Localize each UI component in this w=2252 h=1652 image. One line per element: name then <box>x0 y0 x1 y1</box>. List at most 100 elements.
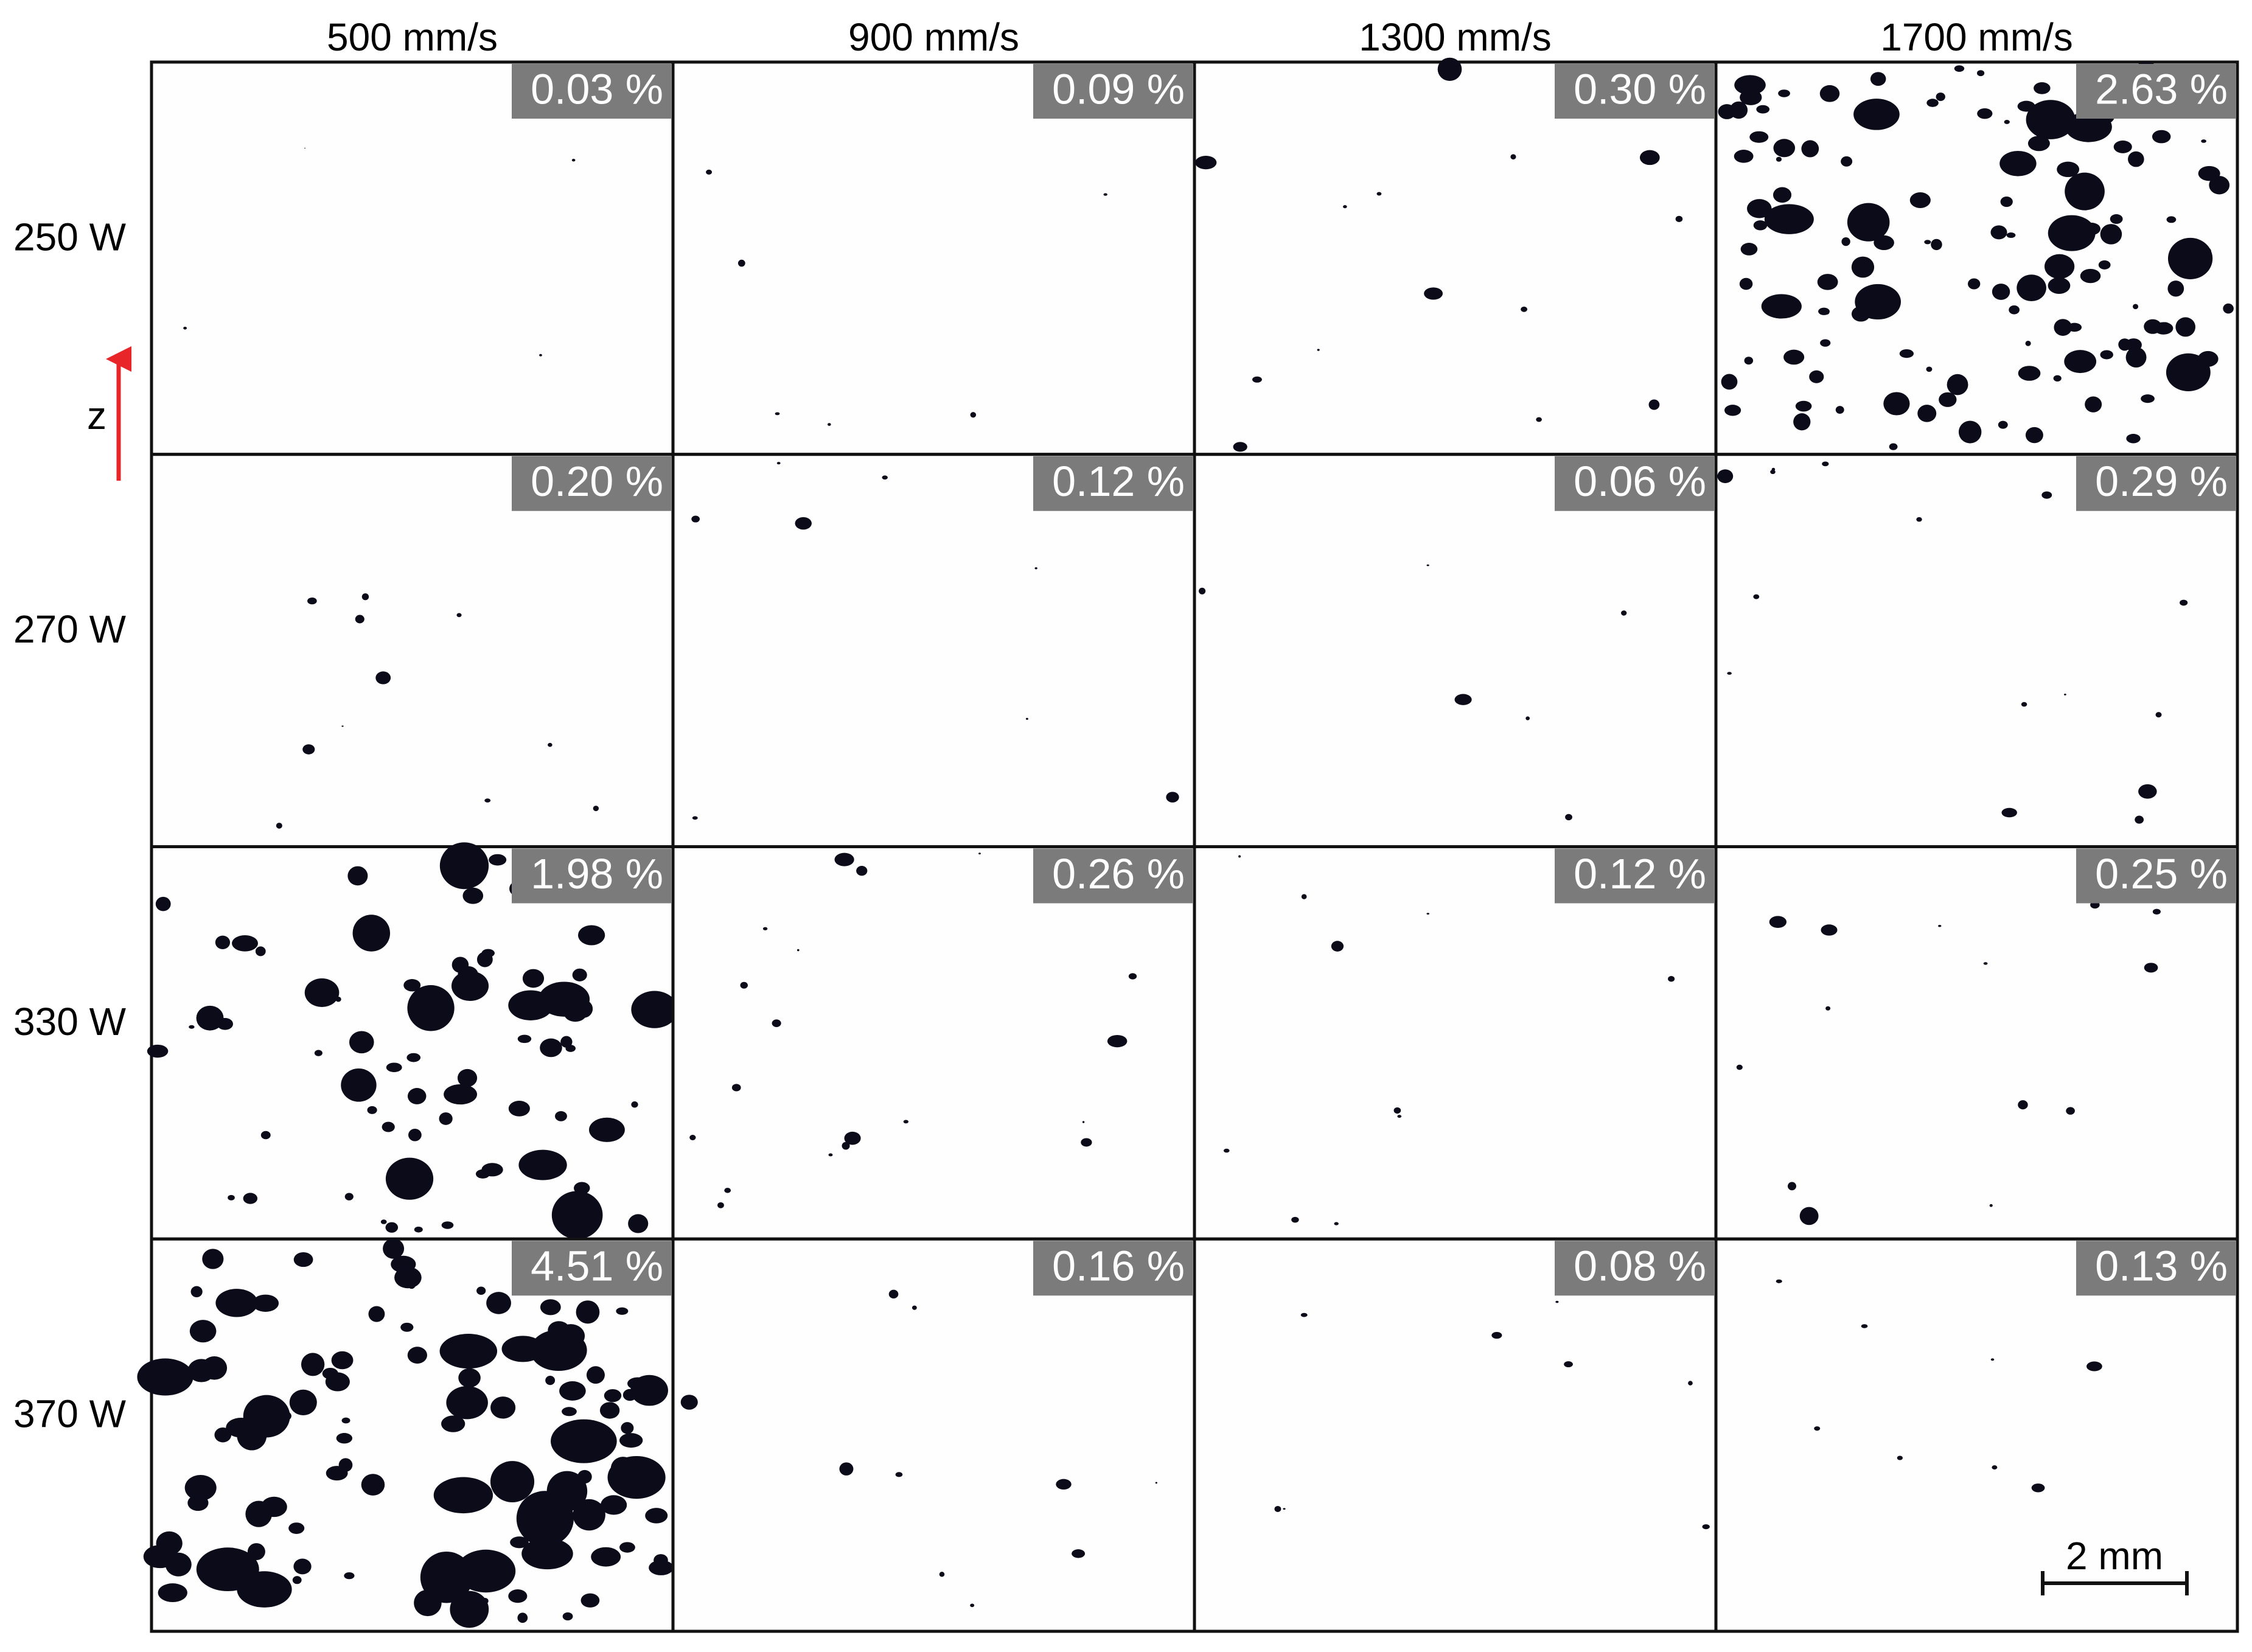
pore <box>1938 924 1942 927</box>
pore <box>621 1422 634 1434</box>
pore <box>1778 89 1790 97</box>
pore <box>1376 192 1382 196</box>
pore <box>2025 340 2031 346</box>
porosity-badge <box>1555 456 1714 511</box>
pore <box>2018 366 2041 381</box>
pore <box>484 798 491 803</box>
pore <box>1343 205 1347 209</box>
pore <box>546 1471 588 1511</box>
pore <box>1056 1479 1072 1490</box>
pore <box>551 1419 617 1463</box>
pore <box>338 1458 353 1472</box>
pore <box>1675 215 1683 222</box>
pore <box>1989 1204 1993 1207</box>
pore <box>2086 1361 2102 1371</box>
pore <box>1564 1361 1573 1368</box>
pore <box>451 957 469 973</box>
pore <box>462 887 484 904</box>
porosity-value: 0.20 % <box>531 458 663 505</box>
pore <box>1817 274 1838 290</box>
pore <box>856 866 868 876</box>
porosity-value: 0.08 % <box>1574 1242 1706 1290</box>
pore <box>692 816 698 820</box>
pore <box>531 1544 554 1560</box>
pore <box>731 1084 741 1092</box>
scale-bar-label: 2 mm <box>2066 1534 2163 1578</box>
pore <box>307 597 317 605</box>
pore <box>539 354 542 357</box>
porosity-badge <box>512 64 671 119</box>
pore <box>2144 319 2162 334</box>
pore <box>517 1612 528 1623</box>
pore <box>1998 420 2008 429</box>
pore <box>245 1500 273 1527</box>
pore <box>1300 1312 1308 1317</box>
pore <box>839 1462 854 1476</box>
pore <box>772 1019 781 1027</box>
pore <box>1397 1115 1402 1118</box>
pore <box>762 927 768 930</box>
pore <box>540 1038 562 1058</box>
pore <box>184 1474 217 1501</box>
pore <box>1756 105 1770 114</box>
pore <box>2166 353 2211 392</box>
micrograph-panel <box>1714 453 2239 848</box>
pore <box>2048 229 2055 235</box>
pore <box>189 1320 217 1343</box>
porosity-badge <box>2076 1241 2236 1296</box>
pore <box>215 1289 258 1317</box>
pore <box>1155 1482 1157 1484</box>
pore <box>260 1131 271 1140</box>
pore <box>1424 287 1443 300</box>
pore <box>631 991 678 1028</box>
pore <box>607 1455 666 1499</box>
pore <box>518 1149 567 1180</box>
pore <box>137 1358 193 1396</box>
pore <box>1648 399 1660 410</box>
pore <box>1947 374 1968 396</box>
pore <box>604 1389 622 1403</box>
pore <box>1739 277 1753 290</box>
pore <box>1283 1508 1286 1510</box>
pore <box>1747 199 1772 218</box>
pore <box>706 169 713 175</box>
pore <box>518 1337 529 1346</box>
pore <box>1718 104 1736 119</box>
pore <box>645 1508 668 1524</box>
pore <box>439 1334 498 1369</box>
pore <box>187 1494 209 1511</box>
porosity-badge <box>512 456 671 511</box>
micrograph-panel <box>671 60 1196 456</box>
pore <box>1773 139 1796 158</box>
pore <box>882 475 888 480</box>
pore <box>255 946 266 957</box>
pore <box>740 981 748 989</box>
pore <box>1761 294 1802 319</box>
pore <box>1824 310 1830 315</box>
pore <box>375 671 391 685</box>
pore <box>196 1005 224 1031</box>
pore <box>2027 136 2050 152</box>
pore <box>1753 220 1768 231</box>
pore <box>441 1415 465 1432</box>
pore <box>517 1034 532 1044</box>
pore <box>616 1307 629 1315</box>
pore <box>352 915 391 952</box>
pore <box>2057 161 2080 178</box>
pore <box>1841 156 1853 167</box>
pore <box>1721 374 1738 390</box>
pore <box>201 1356 228 1380</box>
pore <box>444 1084 478 1105</box>
pore <box>1855 284 1901 320</box>
pore <box>475 1169 490 1179</box>
pore <box>2048 277 2071 295</box>
pore <box>1749 131 1769 143</box>
pore <box>1717 469 1734 484</box>
pore <box>408 1128 422 1141</box>
pore <box>476 952 493 967</box>
pore <box>368 1306 385 1322</box>
pore <box>691 515 700 523</box>
pore <box>344 1572 355 1580</box>
pore <box>1393 1107 1401 1114</box>
pore <box>1301 894 1307 899</box>
